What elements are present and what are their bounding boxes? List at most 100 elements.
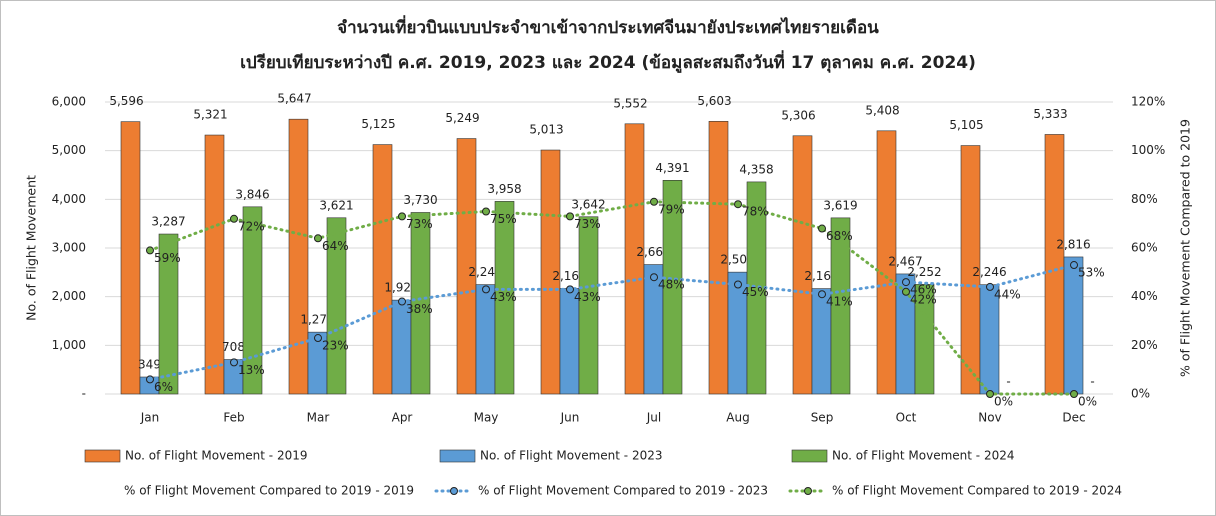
legend-label: % of Flight Movement Compared to 2019 - … [832,484,1122,498]
bar-value-label: 5,603 [697,94,731,108]
y-tick-label: 2,000 [52,289,86,303]
x-tick-label: Aug [726,411,749,425]
bar [494,201,515,395]
line-value-label: 23% [322,339,349,353]
line-marker [314,334,322,343]
line-value-label: 78% [742,205,769,219]
line-marker [818,224,826,233]
bar-value-label: 2,248 [468,265,502,279]
x-tick-label: Dec [1062,411,1085,425]
bar-value-label: 4,391 [655,161,689,175]
line-marker [398,212,406,221]
legend-label: % of Flight Movement Compared to 2019 - … [478,484,768,498]
bar [288,118,309,395]
line-marker [566,285,574,294]
y2-tick-label: 40% [1131,289,1158,303]
line-value-label: 0% [1078,395,1097,409]
bar-value-label: 3,846 [235,187,269,201]
x-tick-label: Mar [307,411,330,425]
y2-tick-label: 60% [1131,241,1158,255]
line-value-label: 73% [406,217,433,231]
bar-value-label: 1,929 [384,281,418,295]
line-marker [650,273,658,282]
bar-value-label: 5,125 [361,117,395,131]
line-value-label: 43% [574,290,601,304]
x-tick-label: Nov [978,411,1001,425]
bar-value-label: 2,816 [1056,237,1090,251]
line [148,200,1076,396]
bar [540,149,561,395]
line-marker [230,214,238,223]
line-marker [482,207,490,216]
line-value-label: 79% [658,202,685,216]
bar [830,217,851,395]
line-marker [902,287,910,296]
bar-value-label: 5,333 [1033,107,1067,121]
legend-label: No. of Flight Movement - 2023 [480,449,663,463]
line-value-label: 72% [238,219,265,233]
line-marker [734,280,742,289]
bar-value-label: 4,358 [739,162,773,176]
chart-title: จำนวนเที่ยวบินแบบประจำขาเข้าจากประเทศจีน… [337,15,879,38]
line-value-label: 64% [322,239,349,253]
bar [204,134,225,395]
bar [578,216,599,395]
x-tick-label: Feb [223,411,244,425]
line-marker [902,278,910,287]
x-tick-label: Oct [896,411,917,425]
bar-value-label: 3,958 [487,182,521,196]
line-marker [1070,261,1078,270]
y-tick-label: 3,000 [52,241,86,255]
y-tick-label: 6,000 [52,95,86,109]
y-tick-label: 4,000 [52,192,86,206]
legend-swatch [791,449,828,463]
bar-value-label: 2,504 [720,253,754,267]
line-value-label: 0% [994,395,1013,409]
bar [158,233,179,395]
bar-value-label: 349 [138,358,161,372]
bar [372,144,393,395]
line-marker [482,285,490,294]
line-value-label: 68% [826,229,853,243]
line-marker [818,290,826,299]
x-tick-label: May [474,411,499,425]
bar-value-label: 5,306 [781,108,815,122]
y-tick-label: 5,000 [52,143,86,157]
legend-swatch [450,487,458,495]
line-value-label: 13% [238,363,265,377]
line-value-label: 75% [490,212,517,226]
bar-value-label: 2,246 [972,265,1006,279]
legend-swatch [84,449,121,463]
bar [960,145,981,395]
bar [326,217,347,395]
bar-value-label: 2,168 [552,269,586,283]
bar [914,284,935,395]
line-marker [566,212,574,221]
x-tick-label: Sep [811,411,834,425]
bar-value-label: 3,621 [319,198,353,212]
bar-value-label: 3,730 [403,193,437,207]
x-tick-label: Jun [560,411,580,425]
y2-axis-title: % of Flight Movement Compared to 2019 [1178,119,1193,377]
y2-tick-label: 0% [1131,387,1150,401]
bar-value-label: 2,252 [907,265,941,279]
line [148,263,1076,381]
bar [876,130,897,395]
line-marker [230,358,238,367]
bar-value-label: 5,105 [949,118,983,132]
y2-tick-label: 120% [1131,95,1165,109]
bar-value-label: 5,552 [613,96,647,110]
x-tick-label: Apr [392,411,413,425]
line-marker [1070,390,1078,398]
line-value-label: 44% [994,287,1021,301]
line-value-label: 46% [910,283,937,297]
line-marker [398,297,406,306]
line-value-label: 38% [406,302,433,316]
bar-value-label: 2,166 [804,269,838,283]
bar-value-label: - [1090,375,1094,389]
bar-value-label: - [1006,375,1010,389]
bar [1044,134,1065,395]
y-tick-label: 1,000 [52,338,86,352]
line-marker [734,200,742,209]
